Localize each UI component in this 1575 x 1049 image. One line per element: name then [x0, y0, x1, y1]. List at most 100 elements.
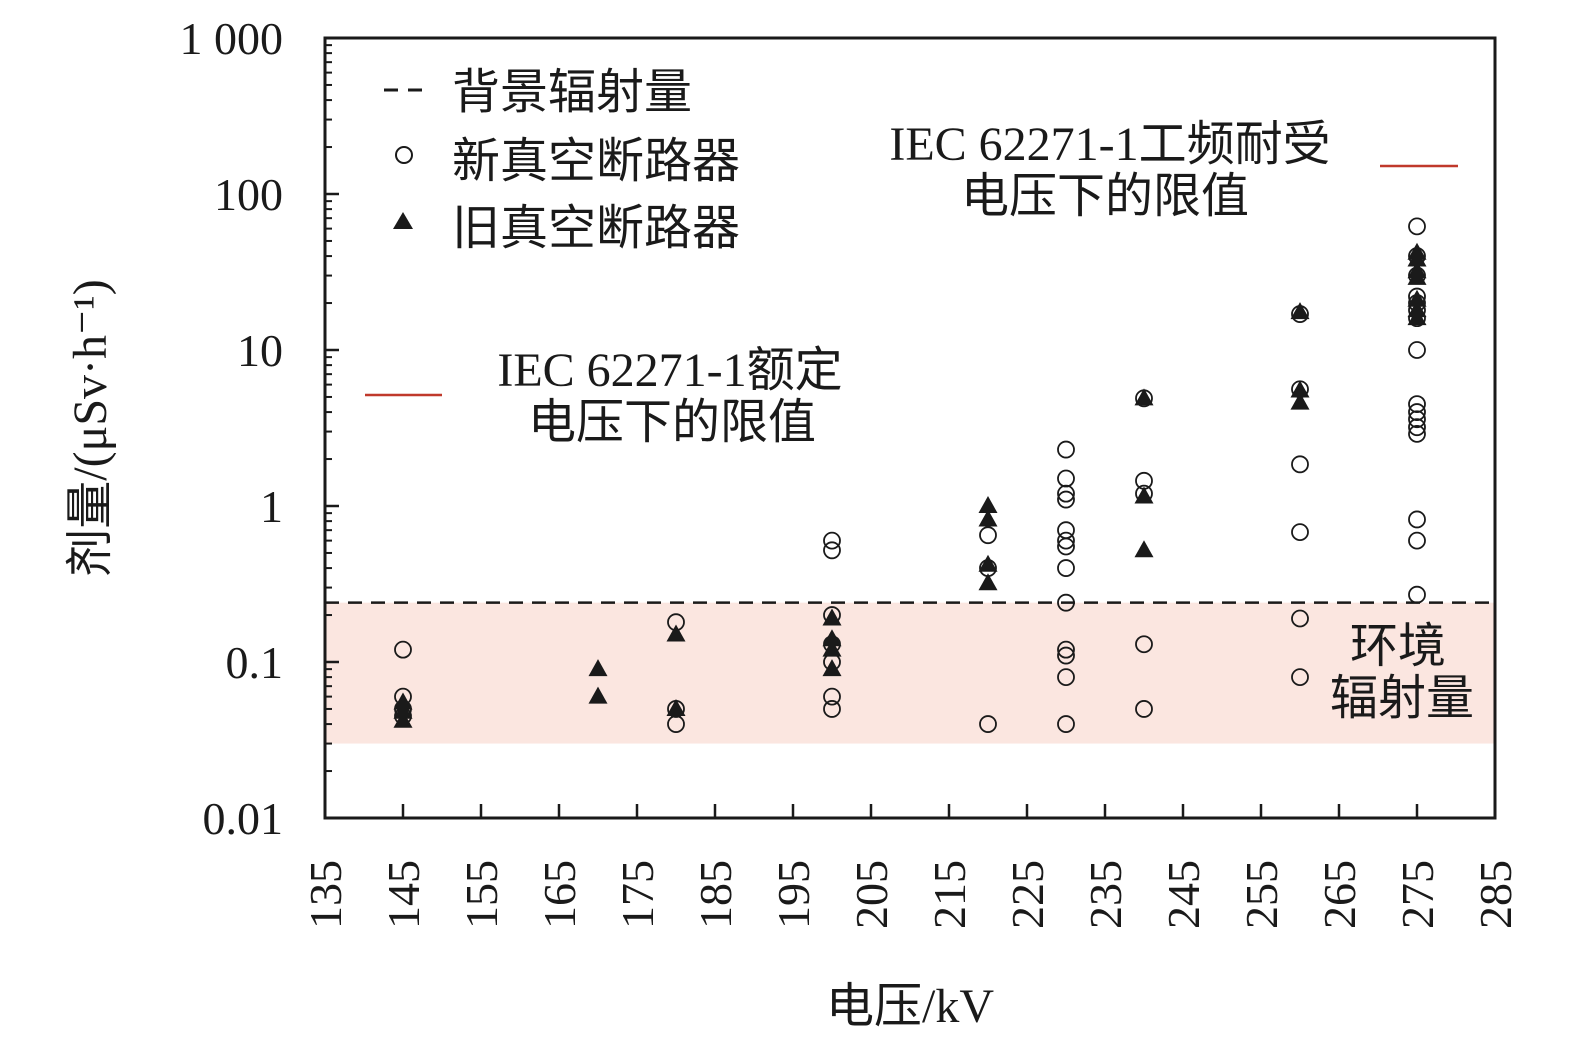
new-breaker-point	[1291, 609, 1309, 628]
y-axis-title: 剂量/(μSv·h⁻¹)	[64, 279, 117, 576]
old-breaker-point	[666, 624, 686, 642]
new-breaker-point	[1057, 469, 1075, 488]
new-breaker-point	[823, 531, 841, 550]
old-breaker-point	[1290, 302, 1310, 320]
old-breaker-point	[822, 629, 842, 647]
y-tick-label: 1 000	[180, 13, 284, 64]
plot-frame	[323, 36, 1497, 820]
new-breaker-point	[1291, 523, 1309, 542]
new-breaker-point	[1057, 531, 1075, 550]
new-breaker-point	[1057, 668, 1075, 687]
new-breaker-point	[1408, 410, 1426, 429]
legend: 背景辐射量 新真空断路器 旧真空断路器	[384, 66, 740, 255]
new-breaker-point	[823, 700, 841, 718]
old-breaker-point	[978, 573, 998, 591]
legend-label-background: 背景辐射量	[452, 66, 692, 119]
new-breaker-point	[394, 640, 412, 659]
withstand-limit-line1: IEC 62271-1工频耐受	[889, 118, 1330, 171]
new-breaker-point	[1057, 537, 1075, 556]
x-tick-label: 255	[1236, 860, 1287, 929]
old-breaker-point	[1407, 249, 1427, 267]
new-breaker-point	[1408, 341, 1426, 359]
y-axis-ticks: 0.01 0.1 1 10 100 1 000	[180, 13, 339, 844]
new-breaker-point	[1408, 585, 1426, 604]
x-tick-label: 275	[1392, 860, 1443, 929]
old-breaker-point	[1407, 289, 1427, 307]
new-breaker-point	[1408, 424, 1426, 443]
legend-label-old: 旧真空断路器	[452, 202, 740, 255]
y-tick-label: 0.1	[226, 637, 284, 688]
new-breaker-point	[1135, 700, 1153, 718]
x-tick-label: 265	[1314, 860, 1365, 929]
x-tick-label: 205	[846, 860, 897, 929]
x-axis-ticks: 135 145 155 165 175 185 195 205 215 225 235 245 255 2…	[300, 804, 1521, 929]
old-breaker-point	[393, 692, 413, 710]
rated-limit-annotation: IEC 62271-1额定 电压下的限值	[365, 344, 843, 449]
y-tick-label: 100	[214, 169, 283, 220]
x-tick-label: 135	[300, 860, 351, 929]
old-breaker-point	[978, 554, 998, 572]
new-breaker-point	[1057, 559, 1075, 577]
old-breaker-point	[1134, 486, 1154, 504]
environment-label-line2: 辐射量	[1330, 672, 1474, 725]
x-tick-label: 245	[1158, 860, 1209, 929]
withstand-limit-annotation: IEC 62271-1工频耐受 电压下的限值	[889, 118, 1458, 223]
rated-limit-line1: IEC 62271-1额定	[497, 344, 842, 397]
new-breaker-point	[1135, 635, 1153, 654]
old-breaker-point	[1134, 540, 1154, 558]
new-breaker-point	[1408, 217, 1426, 236]
old-breaker-point	[588, 659, 608, 677]
new-breaker-point	[1291, 668, 1309, 687]
x-tick-label: 235	[1080, 860, 1131, 929]
new-breaker-point	[1408, 531, 1426, 550]
environment-label-line1: 环境	[1350, 620, 1446, 673]
x-tick-label: 195	[768, 860, 819, 929]
new-breaker-point	[1057, 646, 1075, 665]
x-tick-label: 165	[534, 860, 585, 929]
x-tick-label: 185	[690, 860, 741, 929]
new-breaker-point	[1057, 640, 1075, 659]
x-tick-label: 215	[924, 860, 975, 929]
old-breaker-point	[666, 698, 686, 716]
new-breaker-point	[1057, 490, 1075, 509]
old-breaker-point	[1290, 380, 1310, 398]
new-breaker-point	[667, 715, 685, 733]
old-breaker-point	[978, 509, 998, 527]
old-breaker-point	[822, 608, 842, 626]
y-tick-label: 10	[237, 325, 283, 376]
old-breaker-point	[822, 659, 842, 677]
old-breaker-point	[588, 686, 608, 704]
new-breaker-point	[1408, 510, 1426, 529]
old-breaker-point	[1134, 388, 1154, 406]
legend-label-new: 新真空断路器	[452, 135, 740, 188]
x-tick-label: 175	[612, 860, 663, 929]
x-tick-label: 145	[378, 860, 429, 929]
old-breaker-point	[1290, 392, 1310, 410]
new-breaker-point	[1057, 440, 1075, 459]
x-axis-title: 电压/kV	[826, 980, 994, 1033]
withstand-limit-line2: 电压下的限值	[961, 170, 1249, 223]
new-breaker-point	[1057, 715, 1075, 733]
new-breaker-point	[1057, 484, 1075, 503]
old-breaker-point	[822, 639, 842, 657]
new-breaker-point	[823, 687, 841, 706]
old-breaker-point	[1407, 267, 1427, 285]
new-breaker-point	[823, 541, 841, 560]
y-tick-label: 0.01	[203, 793, 284, 844]
legend-triangle-marker	[393, 212, 413, 229]
rated-limit-line2: 电压下的限值	[528, 396, 816, 449]
new-breaker-point	[979, 715, 997, 733]
old-breaker-point	[393, 701, 413, 719]
x-tick-label: 285	[1470, 860, 1521, 929]
new-breaker-point	[979, 526, 997, 545]
x-tick-label: 155	[456, 860, 507, 929]
data-points	[393, 217, 1427, 733]
old-breaker-point	[1407, 308, 1427, 326]
old-breaker-point	[393, 710, 413, 728]
new-breaker-point	[1057, 593, 1075, 612]
new-breaker-point	[1291, 455, 1309, 474]
environment-radiation-band	[325, 602, 1495, 744]
legend-circle-marker	[395, 146, 413, 164]
new-breaker-point	[1408, 418, 1426, 437]
